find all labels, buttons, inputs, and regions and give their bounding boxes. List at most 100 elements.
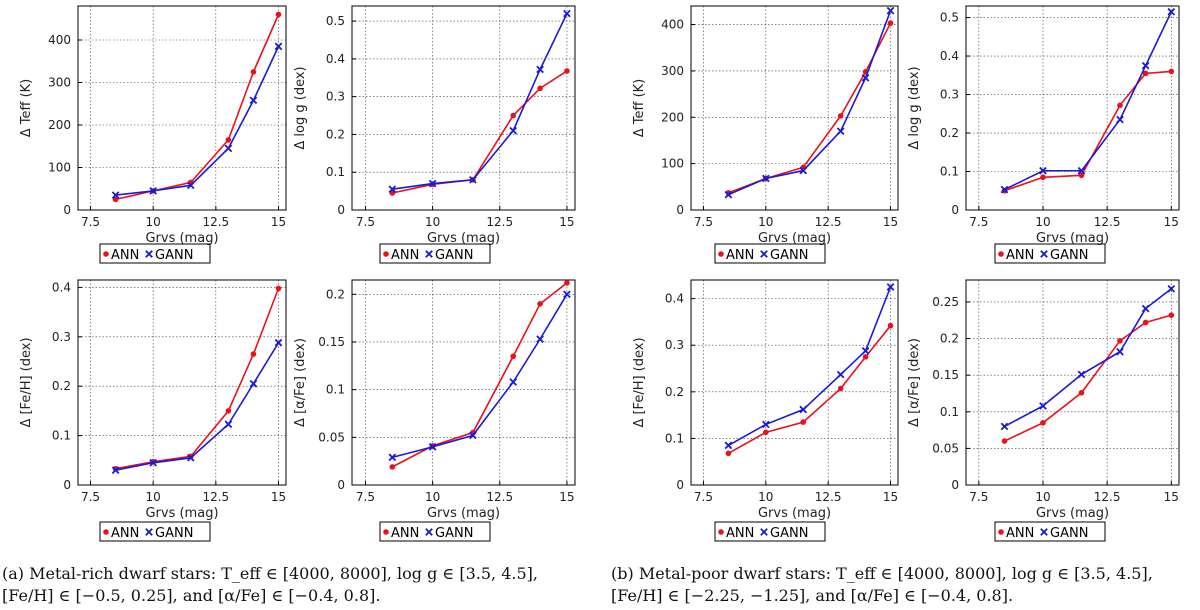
point-gann: [1141, 61, 1150, 70]
point-ann: [537, 301, 543, 307]
point-ann: [389, 464, 396, 470]
point-gann-stroke-b: [724, 190, 733, 199]
y-tick-label: 0: [337, 203, 345, 217]
y-tick-label: 0.2: [940, 126, 959, 140]
y-tick-label: 0: [63, 478, 71, 492]
x-axis-label: Grvs (mag): [427, 506, 500, 521]
point-gann: [1116, 115, 1124, 124]
x-tick-label: 12.5: [815, 490, 842, 504]
chart-a-teff: 7.5 10 12.5 15 0 100 200 300 400 Grvs (mag) Δ Teff…: [19, 5, 287, 264]
x-tick-label: 12.5: [1094, 490, 1121, 504]
point-gann: [509, 378, 518, 386]
legend-marker-ann: [998, 251, 1004, 257]
point-gann: [149, 458, 158, 467]
series-line-gann: [392, 13, 568, 191]
point-ann: [1142, 319, 1149, 326]
y-tick-label: 0.3: [665, 338, 684, 352]
point-gann-stroke-b: [186, 453, 195, 462]
point-gann: [799, 405, 808, 414]
point-ann: [510, 353, 517, 360]
point-gann: [249, 379, 258, 388]
point-ann: [537, 85, 543, 92]
plot-frame: [965, 279, 1180, 486]
legend-marker-gann-stroke-b: [425, 528, 433, 536]
point-gann-stroke-b: [1116, 115, 1124, 124]
legend-marker-gann: [425, 528, 433, 536]
point-ann: [1078, 389, 1085, 396]
legend-label-gann: GANN: [770, 248, 808, 263]
legend-label-ann: ANN: [111, 248, 139, 263]
point-gann: [1000, 422, 1009, 431]
point-gann: [469, 431, 477, 440]
chart-a-logg: 7.5 10 12.5 15 0 0.1 0.2 0.3 0.4 0.5 Grvs (mag) Δ l…: [293, 5, 576, 264]
legend: ANN GANN: [994, 521, 1106, 542]
point-gann-stroke-b: [536, 65, 544, 74]
point-gann-stroke-b: [274, 338, 283, 347]
chart-b-feh: 7.5 10 12.5 15 0 0.1 0.2 0.3 0.4 Grvs (mag) Δ [Fe/…: [632, 279, 899, 542]
point-gann-stroke-b: [388, 185, 397, 194]
y-tick-label: 0.2: [326, 287, 345, 301]
x-tick-label: 10: [146, 215, 161, 229]
y-tick-label: 0.25: [932, 295, 959, 309]
x-axis-label: Grvs (mag): [145, 506, 218, 521]
y-tick-label: 0: [951, 203, 959, 217]
point-ann: [250, 351, 257, 357]
x-axis-label: Grvs (mag): [758, 231, 831, 246]
y-tick-label: 200: [48, 118, 71, 132]
y-tick-label: 0: [676, 203, 684, 217]
point-gann: [428, 443, 437, 451]
y-axis-label: Δ log g (dex): [907, 66, 922, 149]
point-ann: [1040, 174, 1046, 181]
point-gann-stroke-b: [799, 405, 808, 414]
legend-frame: [379, 243, 491, 264]
y-tick-label: 0.1: [940, 405, 959, 419]
y-axis-label: Δ [Fe/H] (dex): [19, 337, 34, 427]
legend-label-gann: GANN: [1050, 248, 1088, 263]
legend-label-ann: ANN: [726, 526, 754, 541]
y-tick-label: 0.3: [326, 90, 345, 104]
y-tick-label: 0.05: [932, 441, 959, 455]
point-gann: [836, 127, 845, 136]
point-gann-stroke-b: [509, 378, 518, 386]
point-ann: [564, 280, 570, 286]
point-ann: [1142, 70, 1149, 77]
point-gann-stroke-b: [1141, 61, 1150, 70]
x-tick-label: 10: [1035, 490, 1050, 504]
legend-label-gann: GANN: [770, 526, 808, 541]
legend-marker-gann-stroke-b: [1040, 250, 1048, 258]
point-ann: [225, 408, 232, 414]
series-line-ann: [391, 282, 568, 468]
y-tick-label: 0.1: [940, 165, 959, 179]
point-gann-stroke-b: [428, 443, 437, 451]
point-gann: [1039, 166, 1047, 175]
x-tick-label: 7.5: [969, 490, 988, 504]
point-gann: [149, 187, 158, 195]
x-tick-label: 12.5: [202, 215, 229, 229]
x-axis-label: Grvs (mag): [427, 231, 500, 246]
x-tick-label: 10: [758, 490, 773, 504]
x-tick-label: 15: [559, 215, 574, 229]
point-gann: [724, 190, 733, 199]
y-tick-label: 0.2: [52, 379, 71, 393]
y-tick-label: 0.1: [665, 431, 684, 445]
plot-frame: [690, 5, 899, 211]
y-axis-label: Δ [Fe/H] (dex): [632, 337, 647, 427]
legend-frame: [994, 521, 1106, 542]
legend-label-ann: ANN: [111, 526, 139, 541]
point-ann: [800, 419, 807, 425]
point-gann-stroke-b: [224, 420, 233, 429]
y-tick-label: 0.2: [940, 332, 959, 346]
point-gann-stroke-b: [563, 9, 571, 18]
point-ann: [1168, 312, 1175, 318]
point-ann: [275, 11, 282, 18]
point-gann-stroke-b: [1000, 422, 1009, 431]
legend-label-gann: GANN: [155, 248, 193, 263]
point-ann: [837, 113, 844, 119]
point-ann: [275, 285, 282, 292]
legend: ANN GANN: [994, 243, 1106, 264]
x-tick-label: 15: [883, 215, 898, 229]
legend-marker-ann: [998, 529, 1004, 535]
y-tick-label: 0.05: [318, 430, 345, 444]
y-tick-label: 100: [661, 157, 684, 171]
x-tick-label: 10: [425, 215, 440, 229]
